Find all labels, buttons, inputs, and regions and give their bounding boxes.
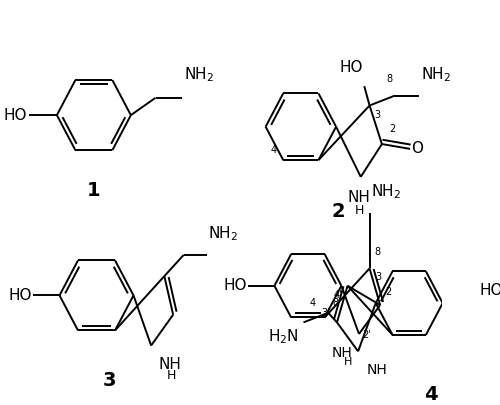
Text: 4: 4 [270,145,276,155]
Text: H: H [354,204,364,217]
Text: HO: HO [8,288,32,303]
Text: H$_2$N: H$_2$N [268,327,299,346]
Text: HO: HO [480,283,500,298]
Text: NH$_2$: NH$_2$ [420,66,451,84]
Text: 8': 8' [332,298,341,308]
Text: 3': 3' [322,307,330,318]
Text: NH: NH [348,190,370,205]
Text: 8: 8 [375,247,381,257]
Text: 3: 3 [103,371,117,390]
Text: 8: 8 [387,74,393,84]
Text: HO: HO [224,278,248,293]
Text: NH: NH [367,363,388,377]
Text: 4: 4 [424,385,438,404]
Text: H: H [167,369,176,382]
Text: NH$_2$: NH$_2$ [184,66,214,84]
Text: 2: 2 [331,202,344,221]
Text: NH: NH [331,345,352,360]
Text: 3: 3 [375,272,381,282]
Text: NH: NH [158,357,181,372]
Text: 1: 1 [87,181,101,200]
Text: NH$_2$: NH$_2$ [372,182,402,201]
Text: 2': 2' [362,330,372,340]
Text: HO: HO [339,60,362,75]
Text: NH$_2$: NH$_2$ [208,225,238,243]
Text: 3: 3 [374,110,380,120]
Text: HO: HO [4,108,27,123]
Text: 2: 2 [386,287,392,297]
Text: O: O [411,141,423,156]
Text: 4: 4 [310,298,316,308]
Text: H: H [344,357,352,367]
Text: 2: 2 [389,124,395,134]
Text: 4': 4' [334,290,342,300]
